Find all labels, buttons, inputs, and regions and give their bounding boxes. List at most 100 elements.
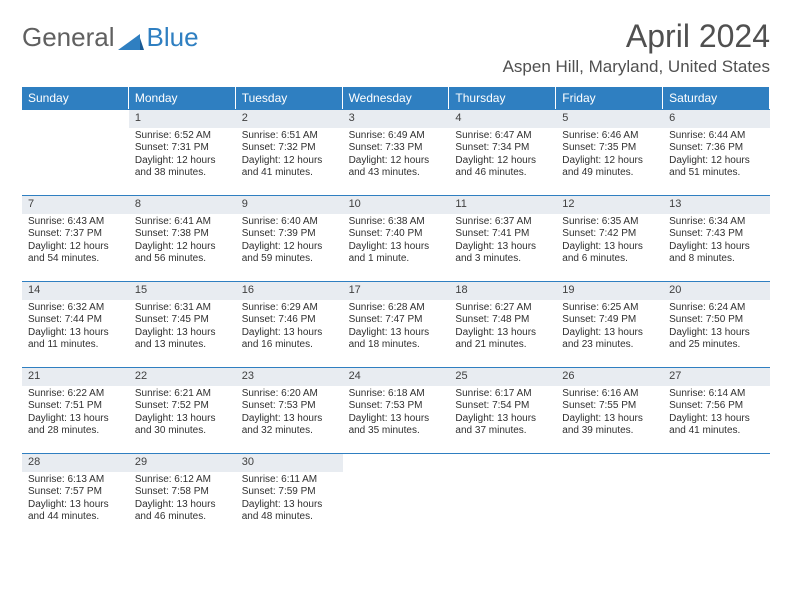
sunset-text: Sunset: 7:37 PM (28, 228, 123, 241)
day-number: 1 (129, 110, 236, 128)
day-number: 10 (343, 196, 450, 214)
daylight-text: Daylight: 13 hours and 11 minutes. (28, 327, 123, 352)
day-number: 15 (129, 282, 236, 300)
daylight-text: Daylight: 13 hours and 6 minutes. (562, 241, 657, 266)
daylight-text: Daylight: 13 hours and 39 minutes. (562, 413, 657, 438)
daylight-text: Daylight: 13 hours and 46 minutes. (135, 499, 230, 524)
sunset-text: Sunset: 7:48 PM (455, 314, 550, 327)
sunset-text: Sunset: 7:38 PM (135, 228, 230, 241)
sunset-text: Sunset: 7:53 PM (242, 400, 337, 413)
day-header: Wednesday (343, 87, 450, 109)
calendar-cell: 4Sunrise: 6:47 AMSunset: 7:34 PMDaylight… (449, 109, 556, 195)
daylight-text: Daylight: 13 hours and 3 minutes. (455, 241, 550, 266)
daylight-text: Daylight: 12 hours and 46 minutes. (455, 155, 550, 180)
day-number: 26 (556, 368, 663, 386)
daylight-text: Daylight: 13 hours and 21 minutes. (455, 327, 550, 352)
daylight-text: Daylight: 12 hours and 59 minutes. (242, 241, 337, 266)
sunrise-text: Sunrise: 6:29 AM (242, 302, 337, 315)
calendar-cell: 3Sunrise: 6:49 AMSunset: 7:33 PMDaylight… (343, 109, 450, 195)
sunset-text: Sunset: 7:54 PM (455, 400, 550, 413)
day-header: Monday (129, 87, 236, 109)
daylight-text: Daylight: 12 hours and 51 minutes. (669, 155, 764, 180)
sunset-text: Sunset: 7:41 PM (455, 228, 550, 241)
sunset-text: Sunset: 7:32 PM (242, 142, 337, 155)
day-number: 6 (663, 110, 770, 128)
day-number: 30 (236, 454, 343, 472)
logo-text-2: Blue (147, 22, 199, 53)
calendar-cell: 29Sunrise: 6:12 AMSunset: 7:58 PMDayligh… (129, 453, 236, 539)
day-number: 4 (449, 110, 556, 128)
day-number: 8 (129, 196, 236, 214)
day-number: 16 (236, 282, 343, 300)
day-number: 21 (22, 368, 129, 386)
sunset-text: Sunset: 7:34 PM (455, 142, 550, 155)
sunset-text: Sunset: 7:51 PM (28, 400, 123, 413)
calendar-cell: 21Sunrise: 6:22 AMSunset: 7:51 PMDayligh… (22, 367, 129, 453)
daylight-text: Daylight: 13 hours and 48 minutes. (242, 499, 337, 524)
calendar-cell-empty: . (556, 453, 663, 539)
sunset-text: Sunset: 7:46 PM (242, 314, 337, 327)
day-number: 28 (22, 454, 129, 472)
daylight-text: Daylight: 13 hours and 13 minutes. (135, 327, 230, 352)
daylight-text: Daylight: 12 hours and 49 minutes. (562, 155, 657, 180)
sunrise-text: Sunrise: 6:34 AM (669, 216, 764, 229)
calendar-cell-empty: . (449, 453, 556, 539)
day-number: 27 (663, 368, 770, 386)
sunrise-text: Sunrise: 6:12 AM (135, 474, 230, 487)
sunrise-text: Sunrise: 6:31 AM (135, 302, 230, 315)
day-number: 24 (343, 368, 450, 386)
daylight-text: Daylight: 13 hours and 35 minutes. (349, 413, 444, 438)
sunset-text: Sunset: 7:40 PM (349, 228, 444, 241)
sunset-text: Sunset: 7:35 PM (562, 142, 657, 155)
sunset-text: Sunset: 7:47 PM (349, 314, 444, 327)
sunrise-text: Sunrise: 6:38 AM (349, 216, 444, 229)
calendar-cell: 15Sunrise: 6:31 AMSunset: 7:45 PMDayligh… (129, 281, 236, 367)
sunset-text: Sunset: 7:36 PM (669, 142, 764, 155)
day-number: 14 (22, 282, 129, 300)
daylight-text: Daylight: 13 hours and 28 minutes. (28, 413, 123, 438)
calendar-cell: 22Sunrise: 6:21 AMSunset: 7:52 PMDayligh… (129, 367, 236, 453)
sunrise-text: Sunrise: 6:40 AM (242, 216, 337, 229)
day-number: 20 (663, 282, 770, 300)
day-number: 17 (343, 282, 450, 300)
daylight-text: Daylight: 13 hours and 23 minutes. (562, 327, 657, 352)
sunrise-text: Sunrise: 6:43 AM (28, 216, 123, 229)
day-header: Tuesday (236, 87, 343, 109)
sunrise-text: Sunrise: 6:37 AM (455, 216, 550, 229)
daylight-text: Daylight: 13 hours and 44 minutes. (28, 499, 123, 524)
calendar-cell-empty: . (22, 109, 129, 195)
calendar-cell: 19Sunrise: 6:25 AMSunset: 7:49 PMDayligh… (556, 281, 663, 367)
sunset-text: Sunset: 7:57 PM (28, 486, 123, 499)
sunrise-text: Sunrise: 6:27 AM (455, 302, 550, 315)
sunrise-text: Sunrise: 6:35 AM (562, 216, 657, 229)
month-title: April 2024 (503, 18, 770, 55)
day-number: 25 (449, 368, 556, 386)
sunset-text: Sunset: 7:50 PM (669, 314, 764, 327)
daylight-text: Daylight: 13 hours and 41 minutes. (669, 413, 764, 438)
calendar-cell: 12Sunrise: 6:35 AMSunset: 7:42 PMDayligh… (556, 195, 663, 281)
calendar-cell: 30Sunrise: 6:11 AMSunset: 7:59 PMDayligh… (236, 453, 343, 539)
sunrise-text: Sunrise: 6:17 AM (455, 388, 550, 401)
daylight-text: Daylight: 12 hours and 38 minutes. (135, 155, 230, 180)
calendar-cell: 9 Sunrise: 6:40 AMSunset: 7:39 PMDaylight… (236, 195, 343, 281)
daylight-text: Daylight: 13 hours and 37 minutes. (455, 413, 550, 438)
calendar-cell: 26Sunrise: 6:16 AMSunset: 7:55 PMDayligh… (556, 367, 663, 453)
daylight-text: Daylight: 12 hours and 54 minutes. (28, 241, 123, 266)
header: General Blue April 2024 Aspen Hill, Mary… (22, 18, 770, 77)
sunset-text: Sunset: 7:52 PM (135, 400, 230, 413)
logo-text-1: General (22, 22, 115, 53)
sunrise-text: Sunrise: 6:24 AM (669, 302, 764, 315)
logo-shape-icon (118, 28, 144, 48)
calendar-cell: 10Sunrise: 6:38 AMSunset: 7:40 PMDayligh… (343, 195, 450, 281)
sunset-text: Sunset: 7:59 PM (242, 486, 337, 499)
daylight-text: Daylight: 12 hours and 43 minutes. (349, 155, 444, 180)
sunrise-text: Sunrise: 6:25 AM (562, 302, 657, 315)
sunset-text: Sunset: 7:39 PM (242, 228, 337, 241)
day-number: 9 (236, 196, 343, 214)
sunrise-text: Sunrise: 6:41 AM (135, 216, 230, 229)
sunset-text: Sunset: 7:56 PM (669, 400, 764, 413)
sunset-text: Sunset: 7:33 PM (349, 142, 444, 155)
day-number: 23 (236, 368, 343, 386)
daylight-text: Daylight: 12 hours and 56 minutes. (135, 241, 230, 266)
calendar-cell: 16Sunrise: 6:29 AMSunset: 7:46 PMDayligh… (236, 281, 343, 367)
